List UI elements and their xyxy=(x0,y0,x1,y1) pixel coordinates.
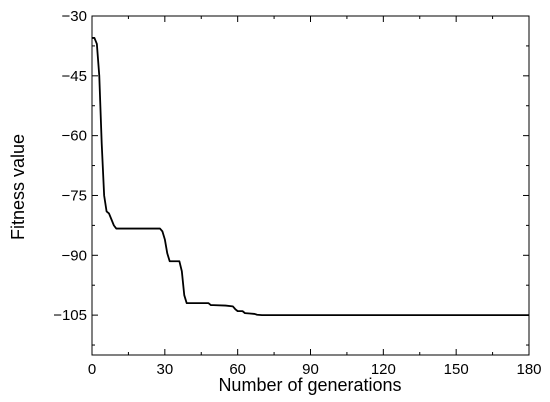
y-tick-label: −60 xyxy=(62,128,87,145)
x-tick-label: 0 xyxy=(88,361,96,378)
y-tick-label: −105 xyxy=(53,307,87,324)
x-tick-label: 180 xyxy=(516,361,541,378)
plot-frame xyxy=(91,15,530,356)
fitness-series-line xyxy=(92,37,529,317)
y-tick-label: −90 xyxy=(62,247,87,264)
y-axis-title: Fitness value xyxy=(8,134,28,240)
y-tick-label: −45 xyxy=(62,68,87,85)
x-tick-label: 120 xyxy=(371,361,396,378)
x-tick-label: 90 xyxy=(302,361,319,378)
x-axis-title: Number of generations xyxy=(218,375,401,395)
x-tick-label: 150 xyxy=(444,361,469,378)
plot-area: 0 30 60 90 120 150 180 −30 −45 −60 −75 −90 −105 xyxy=(53,8,541,378)
y-tick-label: −75 xyxy=(62,187,87,204)
y-tick-label: −30 xyxy=(62,8,87,25)
x-tick-label: 30 xyxy=(156,361,173,378)
x-tick-label: 60 xyxy=(229,361,246,378)
